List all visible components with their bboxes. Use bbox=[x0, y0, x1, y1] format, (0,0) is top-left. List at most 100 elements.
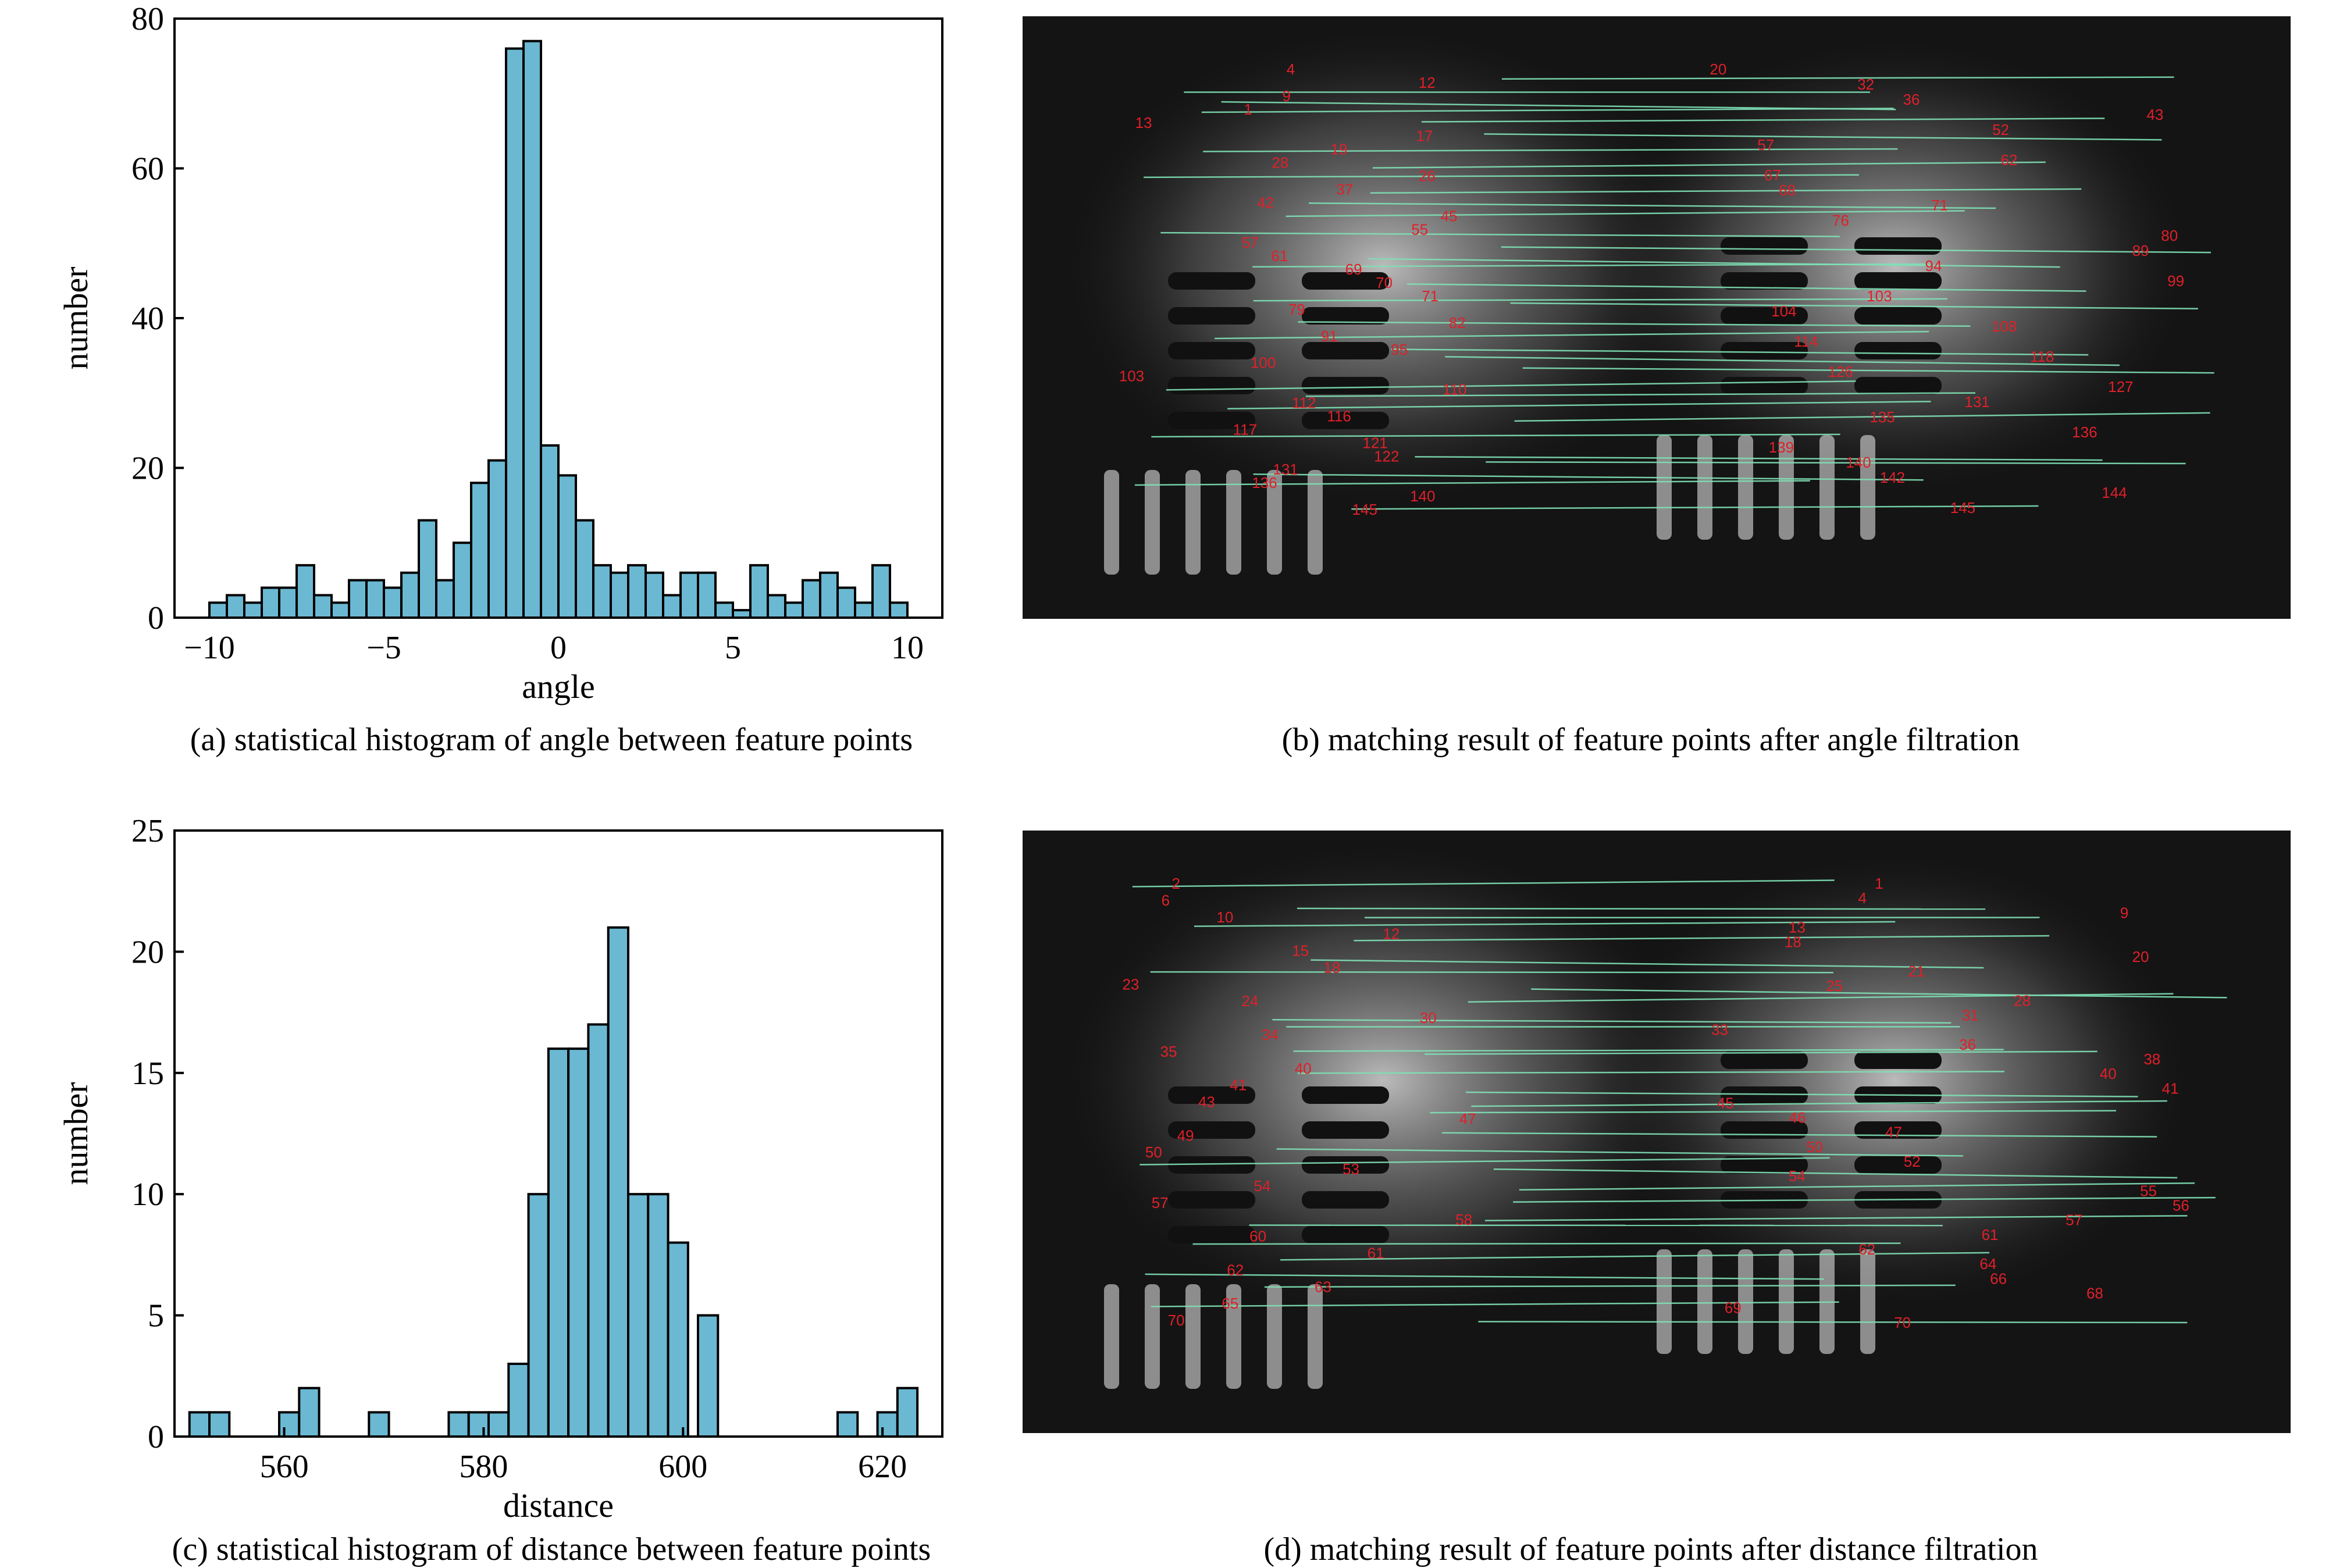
feature-label-right: 36 bbox=[1959, 1036, 1976, 1053]
match-line bbox=[1486, 462, 2185, 464]
feature-label-left: 10 bbox=[1216, 908, 1233, 926]
bar-12 bbox=[419, 521, 436, 618]
feature-label-right: 62 bbox=[2001, 151, 2018, 169]
feature-label-right: 139 bbox=[1769, 439, 1794, 456]
feature-label-right: 20 bbox=[2132, 948, 2149, 965]
bar-8 bbox=[508, 1364, 528, 1437]
bar-8 bbox=[349, 580, 366, 618]
feature-label-right: 99 bbox=[2167, 272, 2184, 290]
bar-6 bbox=[469, 1412, 489, 1437]
feature-label-right: 57 bbox=[1757, 136, 1774, 154]
feature-label-right: 104 bbox=[1771, 302, 1796, 320]
pattern-slot bbox=[1302, 377, 1389, 394]
feature-label-left: 62 bbox=[1227, 1261, 1244, 1278]
feature-label-left: 117 bbox=[1233, 420, 1257, 438]
feature-label-left: 63 bbox=[1315, 1278, 1331, 1295]
x-tick-label: −5 bbox=[366, 630, 401, 666]
feature-label-left: 79 bbox=[1288, 301, 1305, 318]
y-tick-label: 25 bbox=[131, 813, 164, 849]
bar-10 bbox=[549, 1049, 568, 1437]
feature-label-left: 95 bbox=[1391, 341, 1408, 358]
bar-18 bbox=[524, 41, 541, 618]
feature-label-right: 140 bbox=[1846, 454, 1871, 471]
feature-label-right: 20 bbox=[1710, 60, 1726, 78]
x-axis-label: distance bbox=[503, 1487, 614, 1524]
feature-label-left: 37 bbox=[1336, 180, 1353, 198]
y-tick-label: 40 bbox=[131, 301, 164, 337]
feature-label-left: 41 bbox=[1230, 1077, 1247, 1094]
feature-label-right: 66 bbox=[1990, 1270, 2007, 1287]
pattern-slot bbox=[1854, 342, 1942, 359]
bar-7 bbox=[489, 1412, 508, 1437]
y-axis-label: number bbox=[57, 266, 95, 369]
feature-label-left: 61 bbox=[1368, 1245, 1384, 1262]
match-line bbox=[1249, 1225, 1943, 1226]
feature-label-left: 42 bbox=[1257, 194, 1274, 211]
feature-label-left: 40 bbox=[1295, 1060, 1312, 1077]
bar-23 bbox=[611, 573, 628, 618]
pattern-bar bbox=[1697, 1249, 1712, 1354]
pattern-bar bbox=[1657, 435, 1672, 540]
feature-label-left: 116 bbox=[1327, 407, 1351, 425]
pattern-slot bbox=[1854, 1052, 1942, 1069]
object-region-right bbox=[1593, 34, 2198, 499]
bar-31 bbox=[750, 565, 768, 618]
bar-9 bbox=[366, 580, 384, 618]
feature-label-right: 68 bbox=[1779, 181, 1796, 199]
bar-16 bbox=[668, 1243, 688, 1437]
feature-label-right: 135 bbox=[1869, 408, 1895, 426]
feature-label-left: 122 bbox=[1374, 447, 1399, 465]
feature-label-left: 26 bbox=[1419, 168, 1436, 185]
pattern-bar bbox=[1308, 470, 1323, 575]
bar-12 bbox=[588, 1024, 608, 1437]
pattern-slot bbox=[1168, 1226, 1255, 1243]
pattern-slot bbox=[1302, 1191, 1389, 1209]
feature-label-right: 55 bbox=[2140, 1182, 2157, 1199]
feature-label-left: 91 bbox=[1321, 327, 1338, 345]
feature-label-left: 136 bbox=[1252, 474, 1277, 491]
feature-label-left: 24 bbox=[1241, 992, 1258, 1010]
feature-label-right: 71 bbox=[1931, 197, 1948, 214]
feature-label-right: 70 bbox=[1894, 1314, 1911, 1331]
bar-3 bbox=[299, 1388, 319, 1437]
feature-label-left: 53 bbox=[1343, 1160, 1359, 1178]
bar-20 bbox=[898, 1388, 917, 1437]
pattern-bar bbox=[1104, 470, 1119, 575]
feature-label-right: 52 bbox=[1904, 1153, 1921, 1170]
feature-label-right: 28 bbox=[2014, 992, 2031, 1009]
bar-20 bbox=[558, 475, 576, 618]
bar-16 bbox=[489, 461, 506, 618]
pattern-bar bbox=[1860, 435, 1875, 540]
pattern-bar bbox=[1657, 1249, 1672, 1354]
feature-label-right: 50 bbox=[1806, 1138, 1823, 1156]
y-tick-label: 20 bbox=[131, 451, 164, 487]
feature-label-right: 62 bbox=[1858, 1241, 1875, 1258]
feature-label-right: 69 bbox=[1725, 1299, 1742, 1317]
y-tick-label: 20 bbox=[131, 934, 164, 970]
pattern-bar bbox=[1145, 1284, 1160, 1389]
feature-label-left: 47 bbox=[1459, 1110, 1476, 1127]
feature-label-right: 108 bbox=[1992, 318, 2017, 335]
feature-label-right: 18 bbox=[1785, 933, 1801, 951]
pattern-bar bbox=[1308, 1284, 1323, 1389]
pattern-slot bbox=[1854, 1156, 1942, 1174]
feature-label-left: 18 bbox=[1323, 958, 1340, 976]
bar-38 bbox=[873, 565, 890, 618]
feature-label-right: 144 bbox=[2102, 484, 2127, 501]
bar-5 bbox=[448, 1412, 468, 1437]
feature-label-left: 55 bbox=[1411, 220, 1428, 238]
x-axis-label: angle bbox=[522, 668, 595, 705]
x-tick-label: 600 bbox=[658, 1449, 707, 1485]
feature-label-right: 145 bbox=[1950, 499, 1975, 516]
feature-label-left: 69 bbox=[1345, 261, 1362, 278]
bar-26 bbox=[663, 595, 681, 618]
feature-label-left: 6 bbox=[1162, 892, 1170, 909]
caption-b: (b) matching result of feature points af… bbox=[1282, 721, 2020, 758]
bar-9 bbox=[529, 1194, 549, 1437]
feature-label-right: 43 bbox=[2146, 106, 2163, 123]
feature-label-left: 13 bbox=[1135, 114, 1152, 131]
feature-label-left: 30 bbox=[1420, 1009, 1437, 1027]
feature-label-right: 1 bbox=[1875, 875, 1883, 892]
bar-36 bbox=[838, 588, 855, 618]
